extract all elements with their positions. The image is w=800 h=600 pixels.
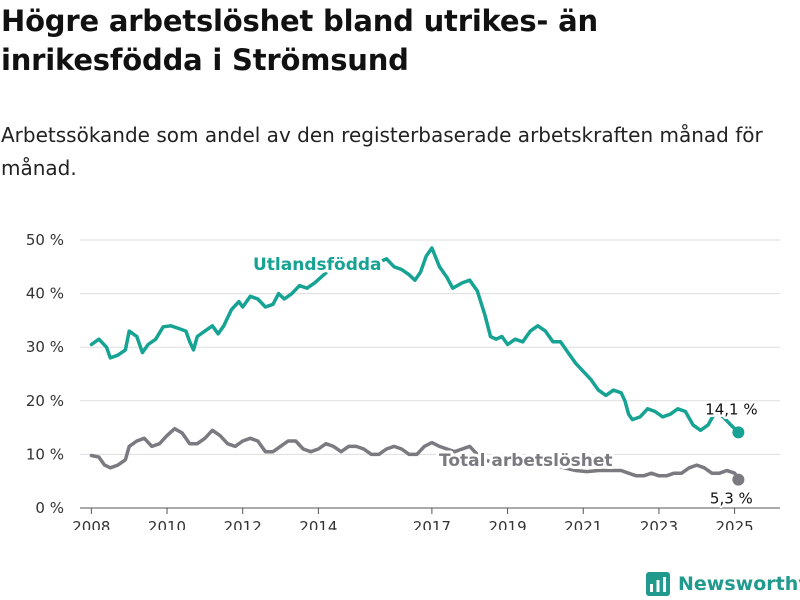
y-tick-label: 40 % [26,285,64,303]
x-tick-label: 2012 [224,518,262,530]
end-value-label-utlandsfodda-halo: 14,1 % [705,400,757,418]
grid-layer [80,239,780,509]
series-label-total-halo: Total arbetslöshet [439,451,613,471]
x-tick-label: 2017 [413,518,451,530]
end-value-label-total-halo: 5,3 % [710,490,753,508]
logo-chart-icon [646,572,670,596]
x-tick-label: 2025 [716,518,754,530]
x-tick-label: 2008 [72,518,110,530]
y-tick-label: 30 % [26,338,64,356]
chart-subtitle: Arbetssökande som andel av den registerb… [1,123,763,180]
x-tick-label: 2021 [564,518,602,530]
series-label-utlandsfodda-halo: Utlandsfödda [253,255,382,275]
y-tick-label: 10 % [26,445,64,463]
x-tick-label: 2019 [488,518,526,530]
newsworthy-logo: Newsworthy [646,570,800,598]
y-tick-label: 50 % [26,231,64,249]
x-tick-label: 2023 [640,518,678,530]
series-line-total [89,426,741,482]
end-value-label-total: 5,3 % [710,490,753,508]
series-label-total: Total arbetslöshet [439,451,613,471]
end-value-label-utlandsfodda: 14,1 % [705,400,757,418]
series-line-utlandsfodda [89,246,741,435]
y-tick-label: 0 % [35,499,64,517]
end-point-utlandsfodda [732,426,745,439]
series-layer [89,246,745,486]
line-chart: 0 % 10 % 20 % 30 % 40 % 50 % 2008 2010 2012 2014 2… [26,231,780,530]
chart-title: Högre arbetslöshet bland utrikes- än inr… [1,4,598,77]
y-tick-label: 20 % [26,392,64,410]
tick-layer: 0 % 10 % 20 % 30 % 40 % 50 % 2008 2010 2012 2014 2… [26,231,754,530]
x-tick-label: 2010 [148,518,186,530]
x-tick-label: 2014 [299,518,337,530]
logo-text: Newsworthy [678,573,800,595]
series-label-utlandsfodda: Utlandsfödda [253,255,382,275]
end-point-total [732,473,745,486]
